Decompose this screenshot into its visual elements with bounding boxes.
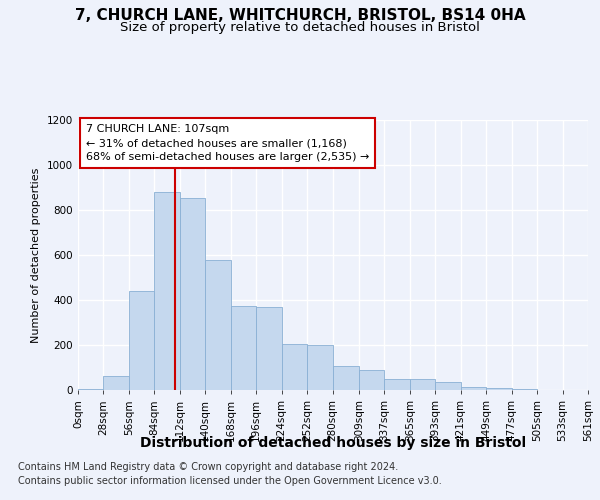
Text: Contains HM Land Registry data © Crown copyright and database right 2024.: Contains HM Land Registry data © Crown c… bbox=[18, 462, 398, 472]
Bar bbox=[359, 370, 385, 390]
Bar bbox=[129, 291, 154, 390]
Bar bbox=[281, 344, 307, 390]
Bar bbox=[385, 378, 410, 390]
Text: Size of property relative to detached houses in Bristol: Size of property relative to detached ho… bbox=[120, 21, 480, 34]
Bar bbox=[332, 366, 359, 390]
Bar bbox=[205, 260, 231, 390]
Bar bbox=[410, 379, 435, 390]
Bar bbox=[231, 306, 256, 390]
Bar bbox=[435, 382, 461, 390]
Bar bbox=[154, 192, 180, 390]
Bar bbox=[486, 388, 512, 390]
Text: 7 CHURCH LANE: 107sqm
← 31% of detached houses are smaller (1,168)
68% of semi-d: 7 CHURCH LANE: 107sqm ← 31% of detached … bbox=[86, 124, 369, 162]
Bar bbox=[512, 389, 537, 390]
Bar bbox=[103, 376, 129, 390]
Bar bbox=[461, 388, 486, 390]
Y-axis label: Number of detached properties: Number of detached properties bbox=[31, 168, 41, 342]
Text: 7, CHURCH LANE, WHITCHURCH, BRISTOL, BS14 0HA: 7, CHURCH LANE, WHITCHURCH, BRISTOL, BS1… bbox=[74, 8, 526, 22]
Text: Distribution of detached houses by size in Bristol: Distribution of detached houses by size … bbox=[140, 436, 526, 450]
Bar bbox=[180, 198, 205, 390]
Bar bbox=[307, 345, 332, 390]
Text: Contains public sector information licensed under the Open Government Licence v3: Contains public sector information licen… bbox=[18, 476, 442, 486]
Bar bbox=[256, 306, 281, 390]
